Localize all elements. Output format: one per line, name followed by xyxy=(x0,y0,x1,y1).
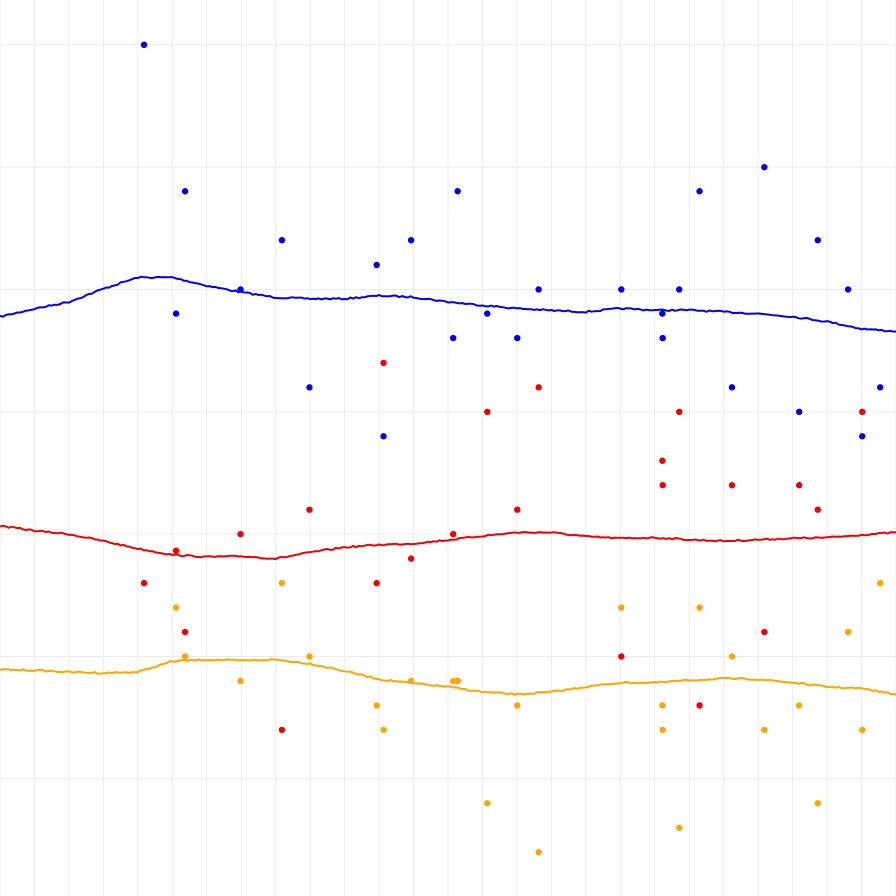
data-point-1 xyxy=(761,628,768,636)
data-point-2 xyxy=(514,702,521,709)
data-point-1 xyxy=(859,408,866,416)
data-point-1 xyxy=(306,506,313,513)
data-point-2 xyxy=(407,677,415,685)
data-point-1 xyxy=(814,506,821,513)
data-point-0 xyxy=(484,310,491,317)
data-point-1 xyxy=(728,482,736,489)
data-point-0 xyxy=(140,41,148,48)
data-point-0 xyxy=(659,310,666,317)
data-point-1 xyxy=(449,530,457,538)
data-point-1 xyxy=(172,547,180,554)
data-point-1 xyxy=(618,653,625,660)
data-point-2 xyxy=(696,604,703,611)
data-point-2 xyxy=(618,604,625,611)
data-point-2 xyxy=(659,702,666,709)
data-point-1 xyxy=(407,555,415,562)
data-point-1 xyxy=(514,506,521,513)
data-point-1 xyxy=(484,408,491,416)
data-point-0 xyxy=(278,236,286,244)
data-point-0 xyxy=(172,310,180,317)
trend-lines xyxy=(0,275,896,696)
data-point-2 xyxy=(814,800,821,807)
data-point-2 xyxy=(676,824,683,831)
data-point-0 xyxy=(876,384,884,391)
data-point-0 xyxy=(659,334,666,342)
trend-line-2 xyxy=(0,658,896,696)
data-point-0 xyxy=(618,286,625,293)
data-point-0 xyxy=(237,286,244,293)
trend-line-0 xyxy=(0,275,896,333)
data-point-2 xyxy=(454,677,461,685)
y-gridlines xyxy=(0,44,896,780)
data-point-2 xyxy=(373,702,380,709)
data-point-0 xyxy=(380,433,387,440)
data-point-0 xyxy=(535,286,542,293)
data-point-1 xyxy=(373,579,380,587)
data-point-2 xyxy=(380,726,387,734)
data-point-2 xyxy=(172,604,180,611)
data-point-2 xyxy=(449,677,457,685)
data-point-2 xyxy=(844,628,852,636)
data-point-2 xyxy=(659,726,666,734)
data-point-0 xyxy=(407,236,415,244)
data-point-0 xyxy=(449,334,457,342)
data-point-1 xyxy=(140,579,148,587)
data-point-2 xyxy=(535,849,542,856)
trend-line-1 xyxy=(0,524,896,561)
data-point-2 xyxy=(859,726,866,734)
data-point-1 xyxy=(380,359,387,367)
data-point-2 xyxy=(876,579,884,587)
data-point-2 xyxy=(484,800,491,807)
data-point-0 xyxy=(373,261,380,269)
data-point-0 xyxy=(795,408,803,416)
data-point-0 xyxy=(728,384,736,391)
data-point-0 xyxy=(761,163,768,171)
data-point-1 xyxy=(181,628,189,636)
data-point-0 xyxy=(676,286,683,293)
data-point-1 xyxy=(659,457,666,464)
data-point-0 xyxy=(514,334,521,342)
data-point-1 xyxy=(237,530,244,538)
data-point-1 xyxy=(278,726,286,734)
data-point-2 xyxy=(181,653,189,660)
data-point-1 xyxy=(676,408,683,416)
data-point-1 xyxy=(535,384,542,391)
data-point-2 xyxy=(795,702,803,709)
data-point-1 xyxy=(795,482,803,489)
data-point-0 xyxy=(696,188,703,195)
data-point-2 xyxy=(278,579,286,587)
data-point-2 xyxy=(728,653,736,660)
data-point-2 xyxy=(761,726,768,734)
data-point-0 xyxy=(454,188,461,195)
data-point-0 xyxy=(306,384,313,391)
data-point-2 xyxy=(306,653,313,660)
data-point-0 xyxy=(859,433,866,440)
data-point-1 xyxy=(659,482,666,489)
data-point-0 xyxy=(844,286,852,293)
data-point-2 xyxy=(237,677,244,685)
data-points xyxy=(140,41,884,856)
data-point-1 xyxy=(696,702,703,709)
data-point-0 xyxy=(814,236,821,244)
data-point-0 xyxy=(181,188,189,195)
